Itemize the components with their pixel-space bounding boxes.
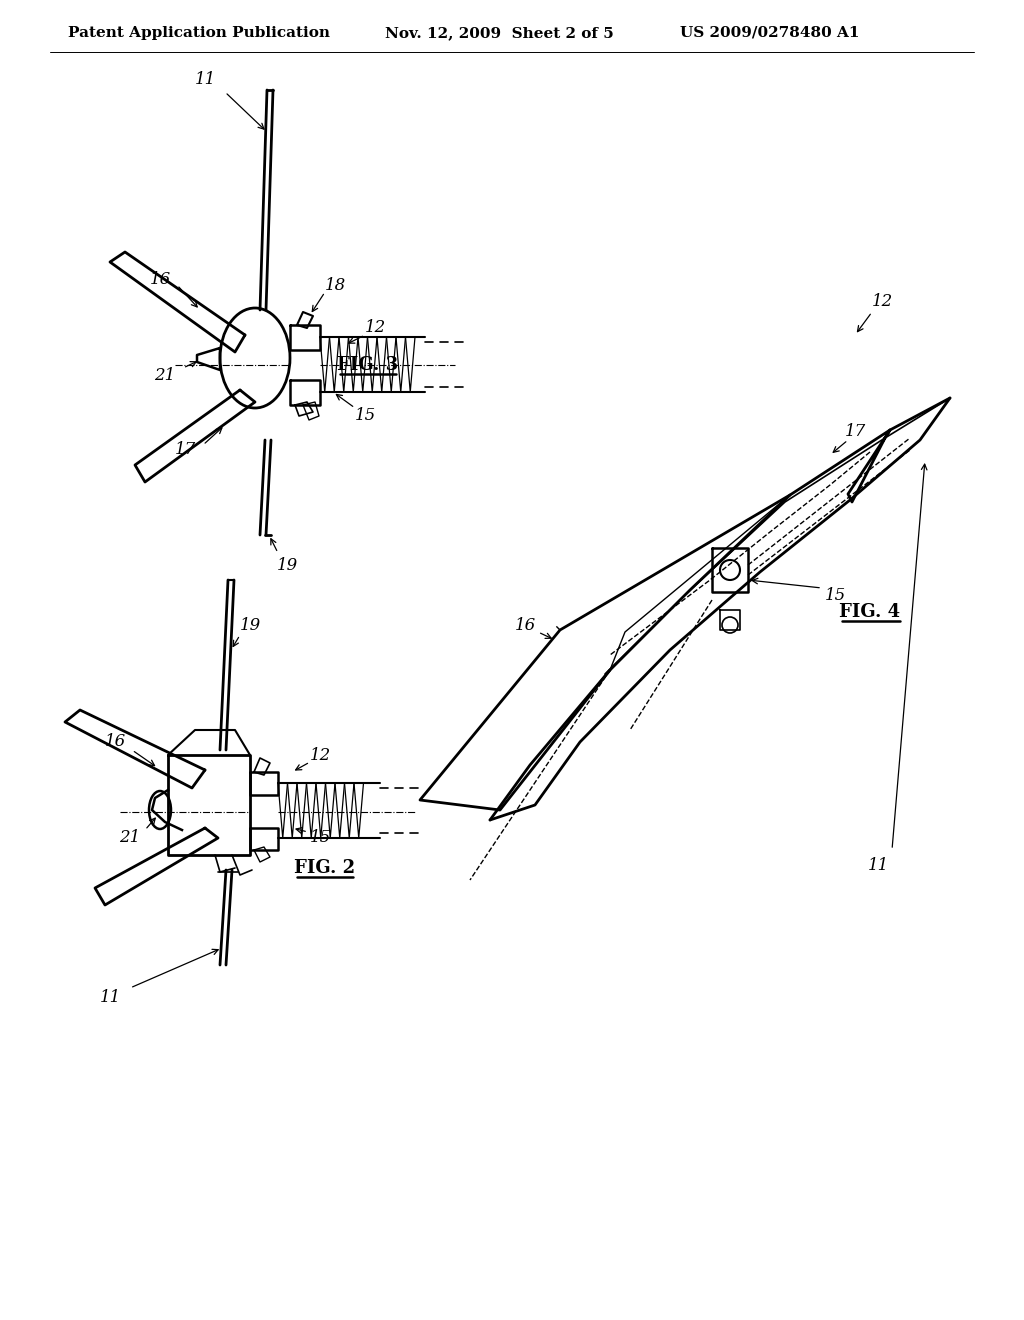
Text: 17: 17 — [845, 424, 865, 441]
Text: 21: 21 — [120, 829, 140, 846]
Text: 12: 12 — [309, 747, 331, 763]
Text: 11: 11 — [195, 71, 216, 88]
Text: FIG. 4: FIG. 4 — [840, 603, 900, 620]
Text: Patent Application Publication: Patent Application Publication — [68, 26, 330, 40]
Text: 19: 19 — [276, 557, 298, 573]
Text: 15: 15 — [354, 407, 376, 424]
Text: 17: 17 — [174, 441, 196, 458]
Text: 11: 11 — [867, 857, 889, 874]
Text: 19: 19 — [240, 616, 261, 634]
Text: 12: 12 — [871, 293, 893, 310]
Text: FIG. 2: FIG. 2 — [295, 859, 355, 876]
Text: 18: 18 — [325, 276, 346, 293]
Text: 15: 15 — [824, 586, 846, 603]
Text: 16: 16 — [514, 616, 536, 634]
Text: 21: 21 — [155, 367, 176, 384]
Text: 16: 16 — [104, 734, 126, 751]
Text: Nov. 12, 2009  Sheet 2 of 5: Nov. 12, 2009 Sheet 2 of 5 — [385, 26, 613, 40]
Text: 15: 15 — [309, 829, 331, 846]
Text: US 2009/0278480 A1: US 2009/0278480 A1 — [680, 26, 859, 40]
Text: 12: 12 — [365, 319, 386, 337]
Text: 16: 16 — [150, 272, 171, 289]
Text: FIG. 3: FIG. 3 — [338, 356, 398, 374]
Text: 11: 11 — [99, 990, 121, 1006]
